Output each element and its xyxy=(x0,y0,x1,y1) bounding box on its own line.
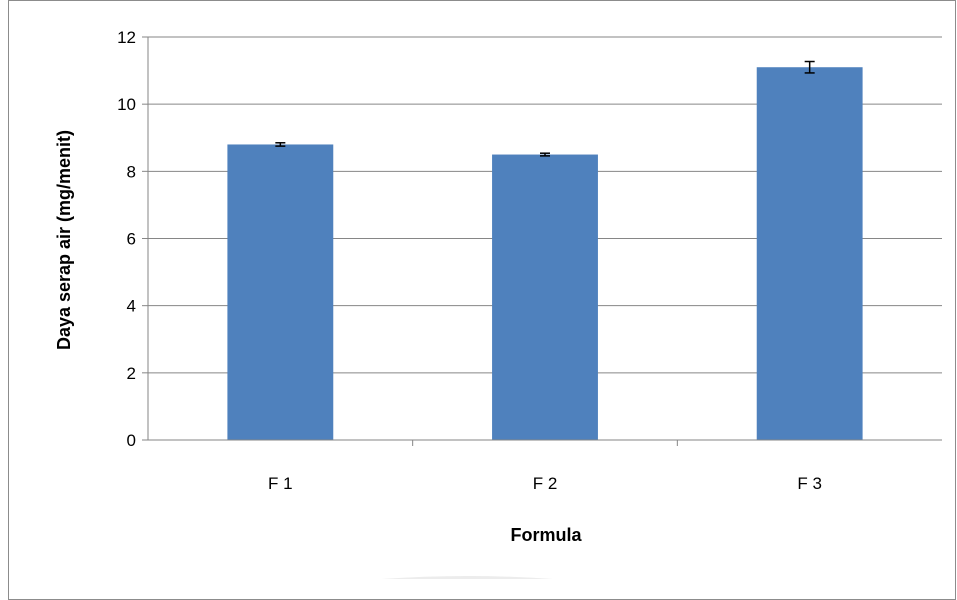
y-tick-label: 12 xyxy=(117,28,136,47)
y-tick-label: 2 xyxy=(127,364,136,383)
bar xyxy=(756,67,863,440)
y-tick-label: 6 xyxy=(127,230,136,249)
tick-labels: 0 2 4 6 8 10 12 F 1 F 2 F 3 xyxy=(117,28,822,493)
bar xyxy=(227,144,334,440)
bar-chart: 0 2 4 6 8 10 12 F 1 F 2 F 3 Daya serap air (mg/me… xyxy=(54,28,942,579)
x-tick-label: F 1 xyxy=(268,474,293,493)
bar xyxy=(492,154,598,440)
x-tick-label: F 2 xyxy=(533,474,558,493)
y-tick-label: 4 xyxy=(127,297,136,316)
bars xyxy=(227,67,863,440)
y-axis-title: Daya serap air (mg/menit) xyxy=(54,130,74,350)
y-tick-label: 8 xyxy=(127,162,136,181)
error-bars xyxy=(275,60,815,157)
y-tick-label: 10 xyxy=(117,95,136,114)
axes xyxy=(142,36,942,446)
watermark-arc xyxy=(381,576,553,579)
x-axis-title: Formula xyxy=(510,525,582,545)
x-tick-label: F 3 xyxy=(797,474,822,493)
y-tick-label: 0 xyxy=(127,431,136,450)
